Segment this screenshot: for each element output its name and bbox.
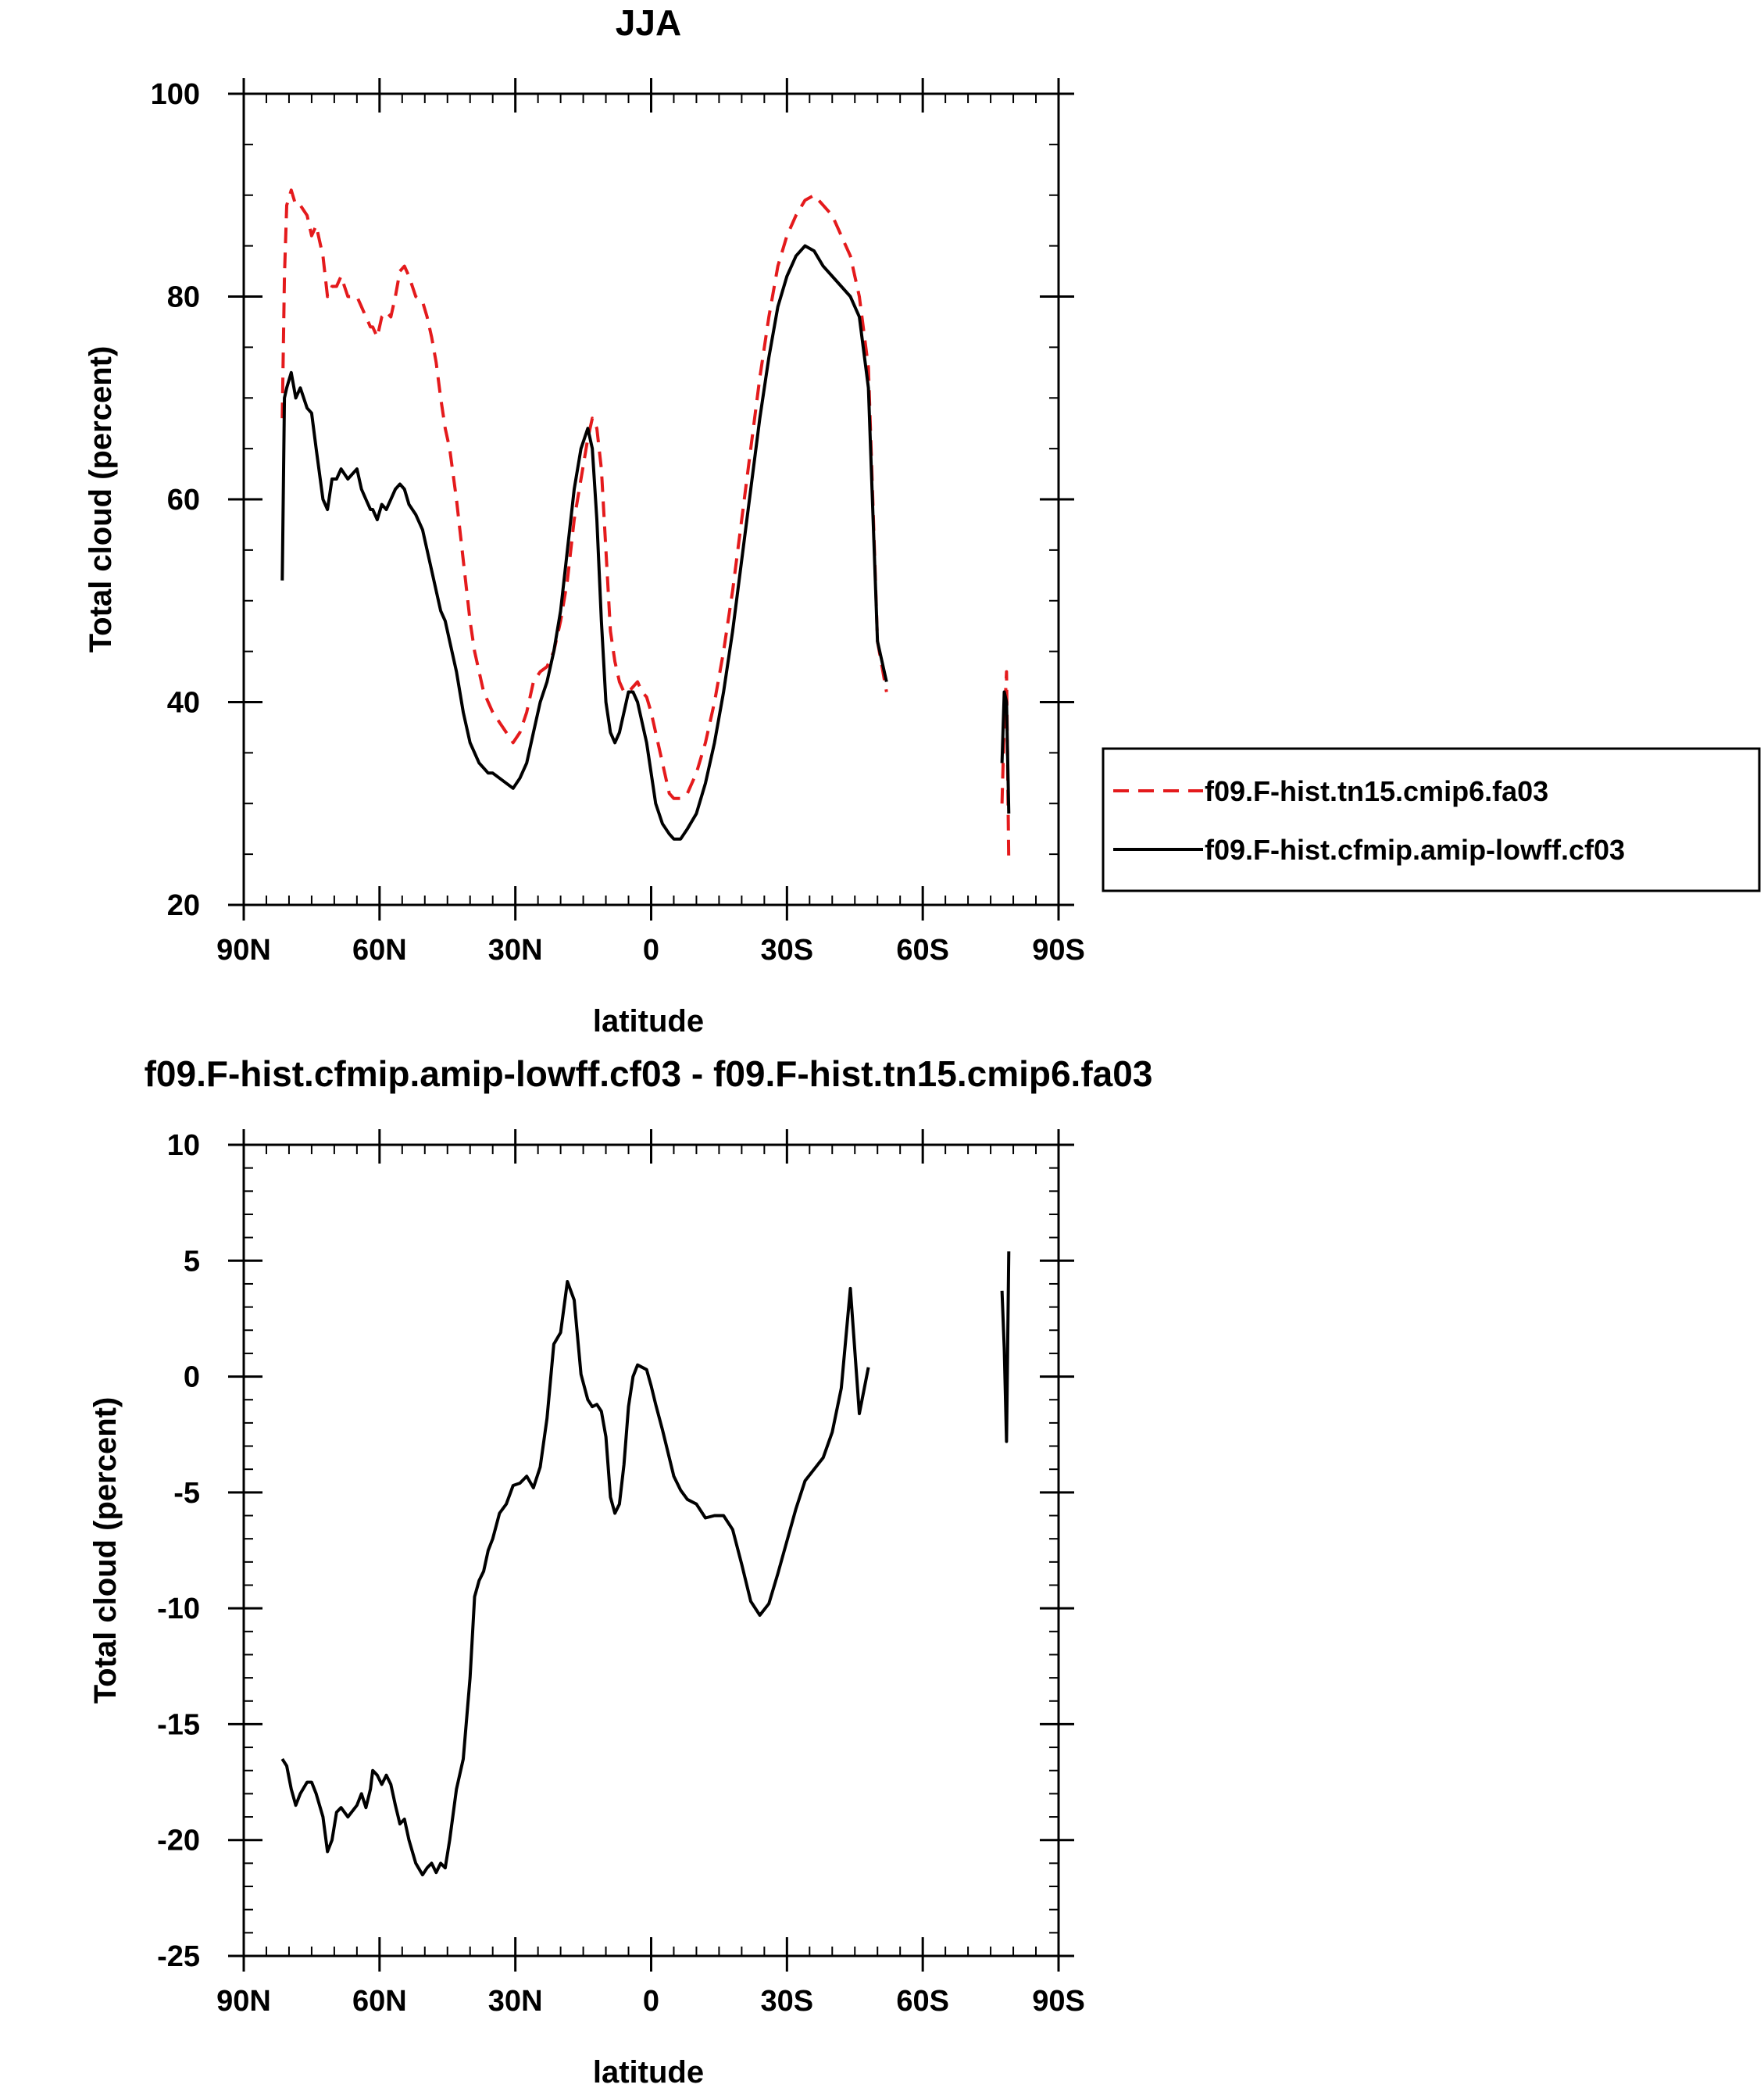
bottom-x-tick-label: 30N (488, 1985, 543, 2018)
legend-label-cf03: f09.F-hist.cfmip.amip-lowff.cf03 (1205, 834, 1625, 866)
legend-label-fa03: f09.F-hist.tn15.cmip6.fa03 (1205, 775, 1548, 807)
bottom-chart-title: f09.F-hist.cfmip.amip-lowff.cf03 - f09.F… (145, 1053, 1153, 1094)
top-y-tick-label: 60 (167, 484, 200, 517)
bottom-y-tick-label: -20 (157, 1825, 200, 1857)
top-panel: JJA 90N 60N 30N 0 30S 60S 90S 20 40 60 80 100 latit… (84, 2, 1761, 1039)
top-y-tick-label: 80 (167, 281, 200, 314)
bottom-y-tick-label: 0 (184, 1361, 200, 1394)
bottom-y-tick-label: -15 (157, 1708, 200, 1741)
bottom-y-axis-label: Total cloud (percent) (88, 1397, 123, 1704)
bottom-x-axis-label: latitude (593, 2055, 704, 2088)
top-plot-frame (242, 92, 1060, 906)
top-x-tick-label: 90S (1032, 934, 1085, 967)
top-x-tick-label: 30N (488, 934, 543, 967)
top-x-tick-label: 90N (216, 934, 271, 967)
bottom-series-difference-segment-0 (280, 1280, 870, 1877)
bottom-series-difference-segment-1 (1000, 1251, 1011, 1443)
top-y-tick-label: 20 (167, 889, 200, 922)
bottom-panel: f09.F-hist.cfmip.amip-lowff.cf03 - f09.F… (88, 1053, 1152, 2088)
bottom-y-tick-label: -25 (157, 1940, 200, 1973)
top-series-f09-f-hist-tn15-cmip6-fa03-segment-0 (280, 188, 888, 800)
bottom-x-tick-label: 90S (1032, 1985, 1085, 2018)
bottom-x-tick-label: 30S (761, 1985, 814, 2018)
top-series-f09-f-hist-cfmip-amip-lowff-cf03-segment-1 (1000, 690, 1011, 814)
bottom-x-tick-label: 0 (643, 1985, 659, 2018)
top-x-tick-label: 30S (761, 934, 814, 967)
legend-box (1102, 747, 1761, 892)
top-y-tick-label: 40 (167, 687, 200, 720)
legend: f09.F-hist.tn15.cmip6.fa03 f09.F-hist.cf… (1102, 747, 1761, 892)
top-series-f09-f-hist-cfmip-amip-lowff-cf03-segment-0 (280, 244, 888, 841)
bottom-x-tick-label: 60N (352, 1985, 407, 2018)
bottom-y-tick-label: 5 (184, 1245, 200, 1278)
top-x-axis-label: latitude (593, 1004, 704, 1039)
top-x-tick-label: 0 (643, 934, 659, 967)
top-y-axis-label: Total cloud (percent) (84, 346, 118, 653)
top-x-tick-label: 60S (896, 934, 949, 967)
bottom-x-tick-label: 90N (216, 1985, 271, 2018)
bottom-x-tick-label: 60S (896, 1985, 949, 2018)
bottom-y-tick-label: -5 (173, 1477, 200, 1510)
bottom-y-tick-label: 10 (167, 1129, 200, 1162)
bottom-plot-frame (242, 1143, 1060, 1958)
top-y-tick-label: 100 (151, 78, 200, 111)
top-chart-title: JJA (616, 2, 681, 43)
top-x-tick-label: 60N (352, 934, 407, 967)
bottom-y-tick-label: -10 (157, 1593, 200, 1625)
